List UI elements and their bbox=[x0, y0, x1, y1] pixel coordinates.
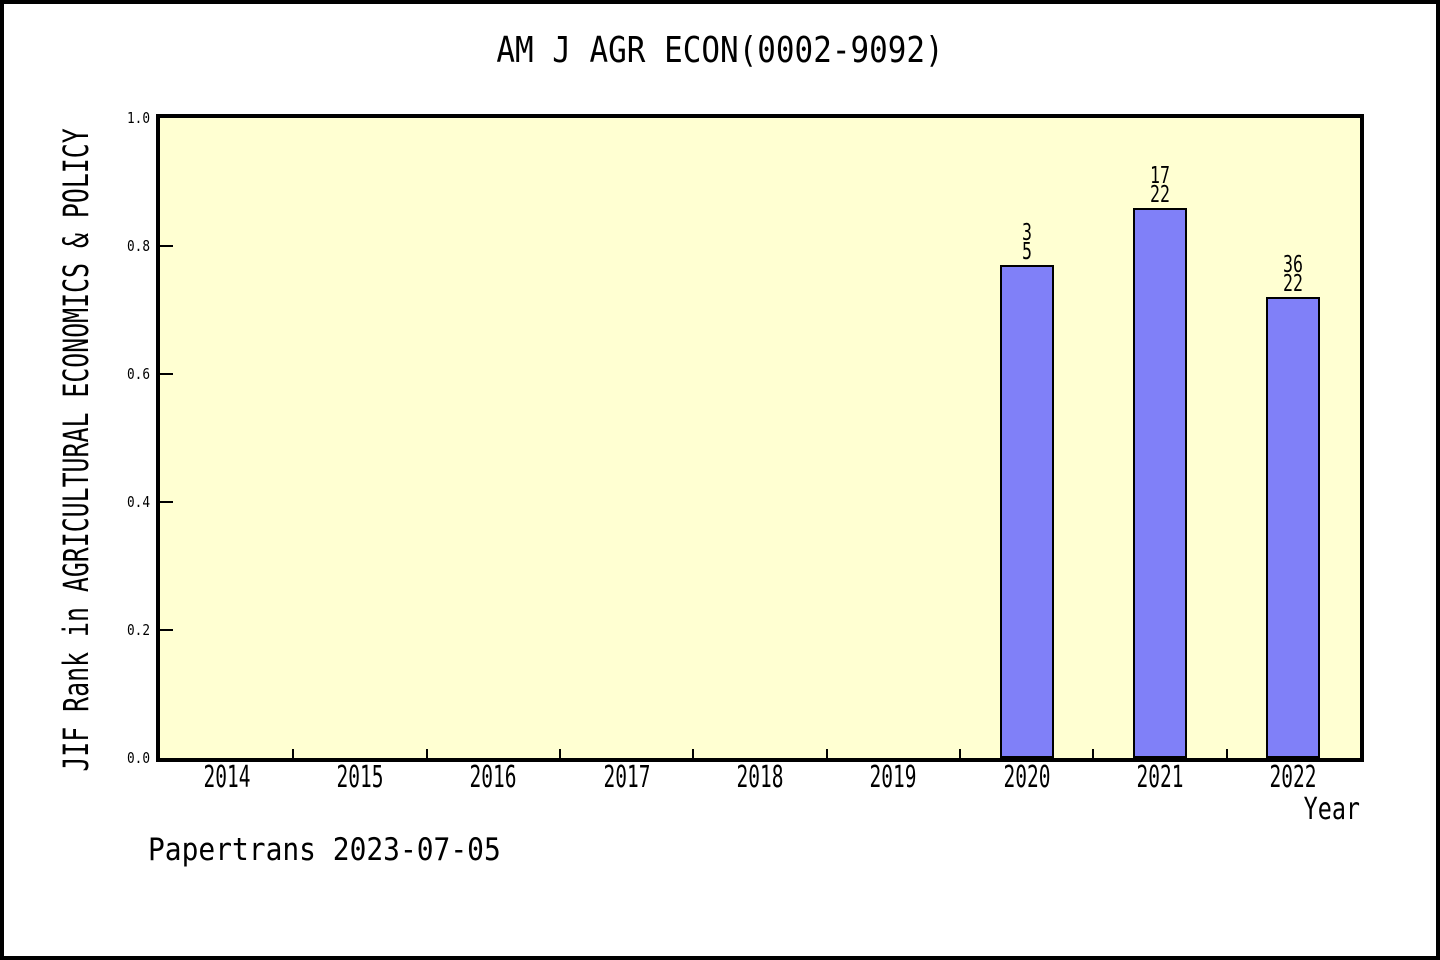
bar-value-label: 36 22 bbox=[1250, 252, 1336, 297]
bar-value-line: 17 bbox=[1150, 163, 1170, 189]
y-tick-mark bbox=[160, 373, 173, 375]
bar-value-line: 22 bbox=[1283, 271, 1304, 297]
x-tick-label: 2022 bbox=[1269, 760, 1317, 795]
bar-value-line: 3 bbox=[1021, 220, 1032, 246]
y-tick-label: 0.4 bbox=[126, 493, 150, 511]
y-tick-label: 0.8 bbox=[126, 237, 150, 255]
y-tick-label: 0.6 bbox=[126, 365, 150, 383]
y-tick-label: 0.2 bbox=[126, 621, 150, 639]
x-tick-mark bbox=[425, 749, 428, 758]
bar bbox=[1133, 208, 1187, 758]
y-tick-mark bbox=[160, 245, 173, 247]
bar bbox=[999, 265, 1054, 758]
bar-value-line: 22 bbox=[1150, 182, 1170, 208]
bar-value-line: 36 bbox=[1283, 252, 1304, 278]
bar-value-line: 5 bbox=[1021, 239, 1032, 265]
y-tick-label: 1.0 bbox=[126, 109, 150, 127]
chart-title: AM J AGR ECON(0002-9092) bbox=[496, 30, 944, 71]
x-tick-mark bbox=[825, 749, 828, 758]
bar-value-label: 17 22 bbox=[1117, 163, 1203, 208]
x-tick-label: 2019 bbox=[869, 760, 917, 795]
x-tick-label: 2015 bbox=[336, 760, 384, 795]
bar bbox=[1266, 297, 1321, 758]
x-tick-label: 2016 bbox=[469, 760, 517, 795]
x-tick-label: 2014 bbox=[203, 760, 251, 795]
x-tick-mark bbox=[959, 749, 961, 758]
x-tick-mark bbox=[692, 749, 695, 758]
y-axis-label: JIF Rank in AGRICULTURAL ECONOMICS & POL… bbox=[57, 128, 97, 772]
x-tick-label: 2017 bbox=[603, 760, 651, 795]
x-tick-label: 2018 bbox=[736, 760, 784, 795]
x-tick-label: 2021 bbox=[1136, 760, 1184, 795]
watermark-text: Papertrans 2023-07-05 bbox=[148, 832, 501, 868]
x-tick-mark bbox=[1225, 749, 1228, 758]
x-axis-label: Year bbox=[1303, 792, 1360, 827]
y-tick-label: 0.0 bbox=[126, 749, 150, 767]
x-tick-mark bbox=[559, 749, 561, 758]
x-tick-label: 2020 bbox=[1003, 760, 1051, 795]
y-tick-mark bbox=[160, 501, 173, 503]
x-tick-mark bbox=[292, 749, 295, 758]
x-tick-mark bbox=[1092, 749, 1095, 758]
y-tick-mark bbox=[160, 629, 173, 631]
